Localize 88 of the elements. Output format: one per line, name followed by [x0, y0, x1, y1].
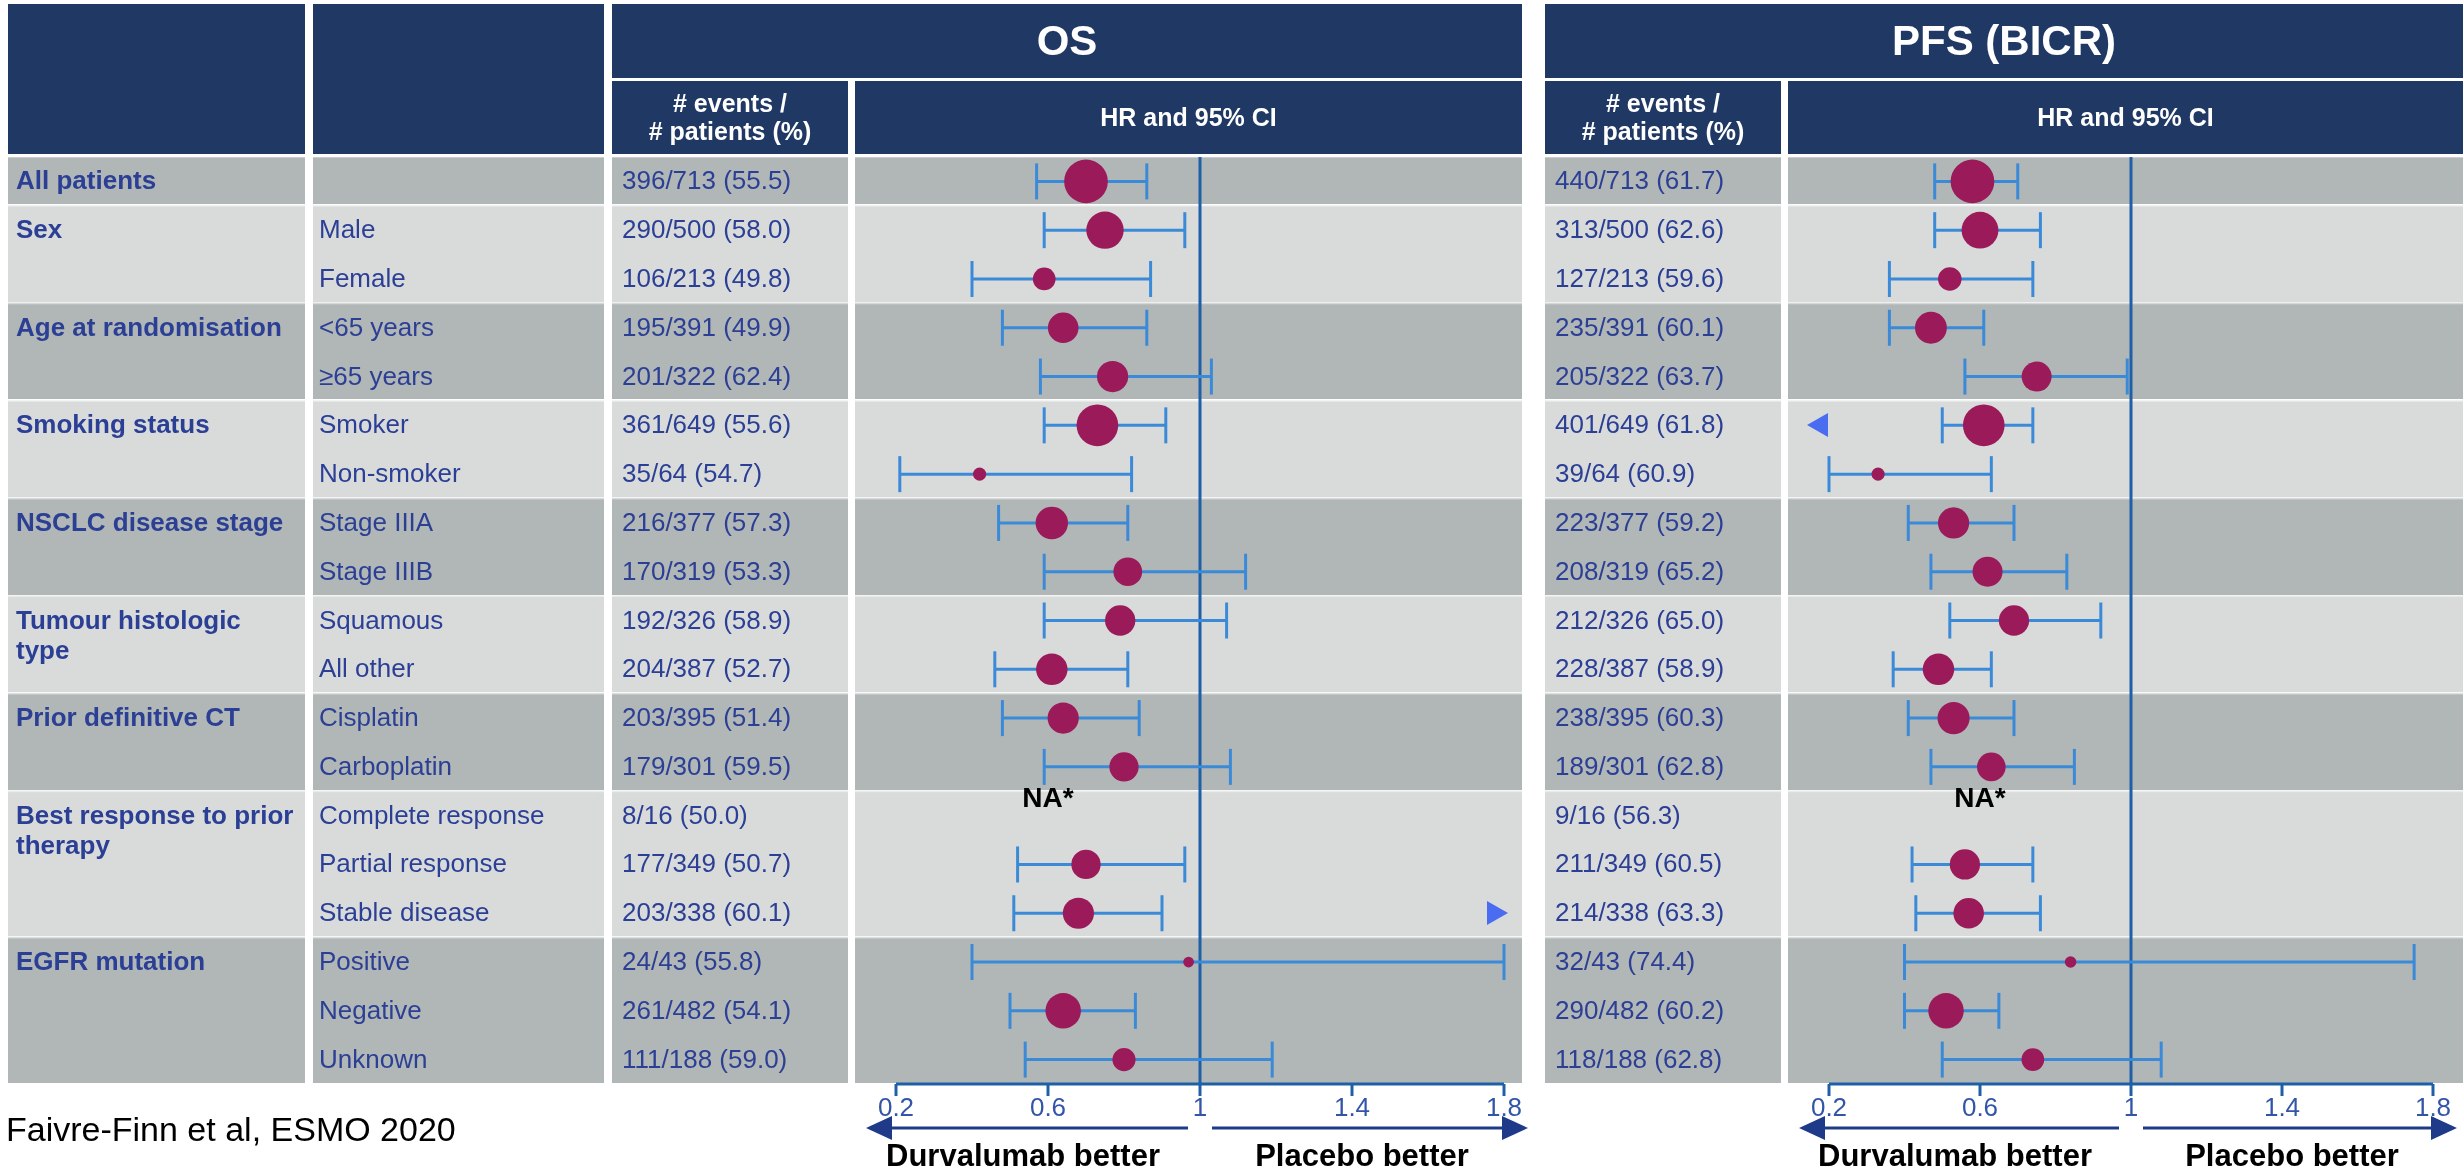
y-tick-label: 32/43 (74.4) [1555, 946, 1696, 978]
category-label: ≥65 years [319, 360, 433, 392]
x-tick-label: 0.2 [877, 1092, 915, 1123]
category-label: Tumour histologic type [16, 604, 241, 665]
y-tick-label: 228/387 (58.9) [1555, 653, 1725, 685]
y-tick-label: 208/319 (65.2) [1555, 555, 1725, 587]
y-tick-label: 170/319 (53.3) [622, 555, 792, 587]
category-label: Prior definitive CT [16, 702, 240, 733]
x-tick-label: 1.8 [1485, 1092, 1523, 1123]
category-label: Smoker [319, 409, 409, 441]
text: Faivre-Finn et al, ESMO 2020 [6, 1110, 456, 1149]
y-tick-label: 203/395 (51.4) [622, 702, 792, 734]
chart-subtitle: HR and 95% CI [855, 81, 1522, 154]
category-label: Age at randomisation [16, 311, 282, 342]
y-tick-label: 216/377 (57.3) [622, 506, 792, 538]
category-label: All other [319, 653, 415, 685]
y-tick-label: 212/326 (65.0) [1555, 604, 1725, 636]
y-tick-label: 203/338 (60.1) [622, 897, 792, 929]
text: NA* [1022, 781, 1074, 813]
y-axis-title: # events / # patients (%) [1545, 81, 1781, 154]
x-tick-label: 0.6 [1961, 1092, 1999, 1123]
y-tick-label: 204/387 (52.7) [622, 653, 792, 685]
category-label: NSCLC disease stage [16, 506, 284, 537]
category-label: Best response to prior therapy [16, 799, 294, 860]
text: NA* [1954, 781, 2006, 813]
category-label: Negative [319, 994, 422, 1026]
category-label: Stage IIIB [319, 555, 434, 587]
y-tick-label: 238/395 (60.3) [1555, 702, 1725, 734]
x-tick-label: 0.2 [1810, 1092, 1848, 1123]
y-tick-label: 440/713 (61.7) [1555, 165, 1725, 197]
category-label: Non-smoker [319, 458, 461, 490]
category-label: All patients [16, 165, 157, 196]
chart-subtitle: HR and 95% CI [1788, 81, 2463, 154]
y-tick-label: 9/16 (56.3) [1555, 799, 1681, 831]
text: Placebo better [2184, 1138, 2400, 1172]
y-tick-label: 192/326 (58.9) [622, 604, 792, 636]
y-tick-label: 177/349 (50.7) [622, 848, 792, 880]
y-tick-label: 8/16 (50.0) [622, 799, 748, 831]
category-label: Stable disease [319, 897, 490, 929]
y-tick-label: 111/188 (59.0) [622, 1043, 788, 1075]
chart-title: OS [612, 4, 1522, 78]
y-tick-label: 211/349 (60.5) [1555, 848, 1723, 880]
x-tick-label: 1.4 [2263, 1092, 2301, 1123]
x-tick-label: 1.8 [2414, 1092, 2452, 1123]
category-label: Sex [16, 214, 63, 245]
category-label: Cisplatin [319, 702, 419, 734]
x-tick-label: 1 [2123, 1092, 2139, 1123]
y-tick-label: 179/301 (59.5) [622, 750, 792, 782]
category-label: Complete response [319, 799, 545, 831]
category-label: Positive [319, 946, 411, 978]
y-tick-label: 106/213 (49.8) [622, 262, 792, 294]
x-tick-label: 1.4 [1333, 1092, 1371, 1123]
y-tick-label: 223/377 (59.2) [1555, 506, 1725, 538]
y-tick-label: 201/322 (62.4) [622, 360, 792, 392]
x-tick-label: 1 [1192, 1092, 1208, 1123]
text: Durvalumab better [885, 1138, 1161, 1172]
y-tick-label: 313/500 (62.6) [1555, 214, 1725, 246]
y-tick-label: 35/64 (54.7) [622, 458, 763, 490]
text: Placebo better [1254, 1138, 1470, 1172]
category-label: Female [319, 262, 406, 294]
category-label: Partial response [319, 848, 507, 880]
y-tick-label: 290/500 (58.0) [622, 214, 792, 246]
y-tick-label: 261/482 (54.1) [622, 994, 792, 1026]
text: Durvalumab better [1817, 1138, 2093, 1172]
y-tick-label: 118/188 (62.8) [1555, 1043, 1723, 1075]
y-tick-label: 361/649 (55.6) [622, 409, 792, 441]
category-label: EGFR mutation [16, 946, 206, 977]
y-tick-label: 127/213 (59.6) [1555, 262, 1725, 294]
chart-title: PFS (BICR) [1545, 4, 2463, 78]
y-tick-label: 24/43 (55.8) [622, 946, 763, 978]
x-tick-label: 0.6 [1029, 1092, 1067, 1123]
y-tick-label: 195/391 (49.9) [622, 311, 792, 343]
category-label: Squamous [319, 604, 444, 636]
category-label: <65 years [319, 311, 434, 343]
y-tick-label: 290/482 (60.2) [1555, 994, 1725, 1026]
category-label: Unknown [319, 1043, 428, 1075]
category-label: Carboplatin [319, 750, 452, 782]
y-tick-label: 214/338 (63.3) [1555, 897, 1725, 929]
y-tick-label: 189/301 (62.8) [1555, 750, 1725, 782]
category-label: Smoking status [16, 409, 210, 440]
y-tick-label: 396/713 (55.5) [622, 165, 792, 197]
category-label: Stage IIIA [319, 506, 434, 538]
category-label: Male [319, 214, 376, 246]
y-tick-label: 235/391 (60.1) [1555, 311, 1725, 343]
y-tick-label: 39/64 (60.9) [1555, 458, 1696, 490]
y-tick-label: 401/649 (61.8) [1555, 409, 1725, 441]
y-tick-label: 205/322 (63.7) [1555, 360, 1725, 392]
y-axis-title: # events / # patients (%) [612, 81, 848, 154]
